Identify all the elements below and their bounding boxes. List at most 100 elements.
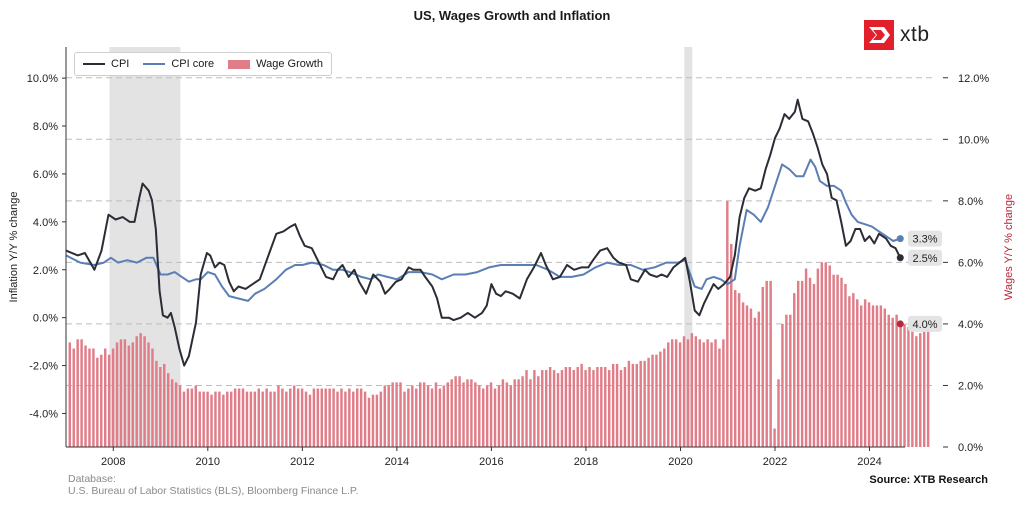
brand-name: xtb — [900, 23, 930, 46]
wage-growth-bar — [804, 268, 808, 447]
end-label: 3.3% — [912, 234, 937, 246]
wage-growth-bar — [489, 382, 493, 447]
wage-growth-bar — [328, 388, 331, 447]
wage-growth-bar — [623, 367, 627, 447]
wage-growth-bar — [186, 388, 190, 447]
wage-growth-bar — [741, 302, 745, 447]
wage-growth-bar — [785, 314, 788, 447]
wage-growth-bar — [926, 323, 930, 447]
wage-growth-bar — [355, 388, 359, 447]
wage-growth-bar — [726, 200, 729, 447]
wage-growth-bar — [852, 293, 855, 447]
wage-growth-bar — [403, 391, 406, 447]
brand-logo: xtb — [864, 20, 930, 50]
legend-item-cpi-core: CPI core — [143, 58, 214, 70]
wage-growth-bar — [541, 370, 544, 447]
wage-growth-bar — [426, 385, 430, 447]
wage-growth-bar — [92, 348, 95, 447]
wage-growth-bar — [237, 388, 241, 447]
x-tick-label: 2014 — [385, 456, 409, 468]
wage-growth-bar — [226, 391, 229, 447]
wage-growth-bar — [387, 385, 390, 447]
wage-growth-bar — [470, 379, 473, 447]
wage-growth-bar — [548, 367, 552, 447]
wage-growth-bar — [592, 370, 595, 447]
wage-growth-bar — [182, 391, 186, 447]
wage-growth-bar — [375, 394, 379, 447]
cpi-core-line — [65, 158, 901, 302]
end-label-box — [908, 230, 942, 247]
x-tick-label: 2024 — [857, 456, 881, 468]
wage-growth-bar — [245, 391, 249, 447]
x-tick-label: 2020 — [668, 456, 692, 468]
wage-growth-bar — [131, 342, 135, 447]
right-tick-label: 2.0% — [958, 380, 983, 392]
left-tick-label: 0.0% — [33, 313, 58, 325]
wage-growth-bar — [485, 385, 489, 447]
wage-growth-bar — [836, 274, 839, 447]
right-tick-label: 0.0% — [958, 442, 983, 454]
xtb-logo-icon — [864, 20, 894, 50]
wage-growth-bar — [903, 323, 906, 447]
wage-growth-bar — [170, 379, 174, 447]
wage-growth-bar — [552, 370, 556, 447]
wage-growth-bar — [340, 388, 343, 447]
wage-growth-bar — [655, 354, 658, 447]
cpi-line — [65, 98, 902, 367]
end-label: 4.0% — [912, 319, 937, 331]
wage-growth-bar — [828, 265, 831, 447]
wage-growth-bar — [568, 367, 572, 447]
left-tick-label: -2.0% — [29, 361, 58, 373]
wage-growth-bar — [533, 370, 536, 447]
wage-growth-swatch — [228, 59, 251, 69]
wage-growth-bar — [856, 299, 859, 447]
wage-growth-bar — [289, 388, 292, 447]
x-tick-label: 2012 — [290, 456, 314, 468]
wage-growth-bar — [840, 277, 843, 447]
wage-growth-bar — [919, 333, 922, 447]
recession-band — [684, 47, 693, 447]
wage-growth-bar — [296, 388, 300, 447]
wage-growth-bar — [233, 388, 237, 447]
wage-growth-bar — [564, 367, 568, 447]
wage-growth-bar — [871, 305, 875, 447]
wage-growth-bar — [544, 370, 548, 447]
wage-growth-bar — [454, 376, 457, 447]
wage-growth-bar — [159, 367, 162, 447]
end-label-box — [908, 315, 942, 332]
end-marker — [896, 320, 904, 328]
wage-growth-bar — [781, 323, 784, 447]
wage-growth-bar — [911, 320, 914, 447]
wage-growth-bar — [584, 370, 587, 447]
wage-growth-bar — [411, 385, 414, 447]
wage-growth-bar — [466, 379, 469, 447]
right-tick-label: 8.0% — [958, 196, 983, 208]
wage-growth-bar — [352, 391, 355, 447]
wage-growth-bar — [269, 391, 272, 447]
wage-growth-bar — [824, 262, 827, 447]
wage-growth-bar — [265, 388, 268, 447]
wage-growth-bar — [863, 299, 867, 447]
wage-growth-bar — [714, 339, 717, 447]
wage-growth-bar — [907, 327, 910, 447]
wage-growth-bar — [730, 243, 733, 447]
wage-growth-bar — [848, 296, 851, 447]
wage-growth-bar — [859, 305, 863, 447]
wage-growth-bar — [615, 363, 619, 447]
wage-growth-bar — [686, 339, 690, 447]
wage-growth-bar — [76, 339, 79, 447]
wage-growth-bar — [702, 342, 705, 447]
wage-growth-bar — [796, 280, 800, 447]
x-tick-label: 2018 — [574, 456, 598, 468]
wage-growth-bar — [206, 391, 209, 447]
wage-growth-bar — [391, 382, 394, 447]
left-tick-label: 6.0% — [33, 169, 58, 181]
wage-growth-bar — [418, 382, 422, 447]
wage-growth-bar — [607, 370, 611, 447]
x-tick-label: 2022 — [763, 456, 787, 468]
wage-growth-bar — [139, 333, 142, 447]
wage-growth-bar — [659, 351, 662, 447]
wage-growth-bar — [115, 342, 119, 447]
wage-growth-bar — [336, 391, 339, 447]
wage-growth-bar — [379, 391, 383, 447]
